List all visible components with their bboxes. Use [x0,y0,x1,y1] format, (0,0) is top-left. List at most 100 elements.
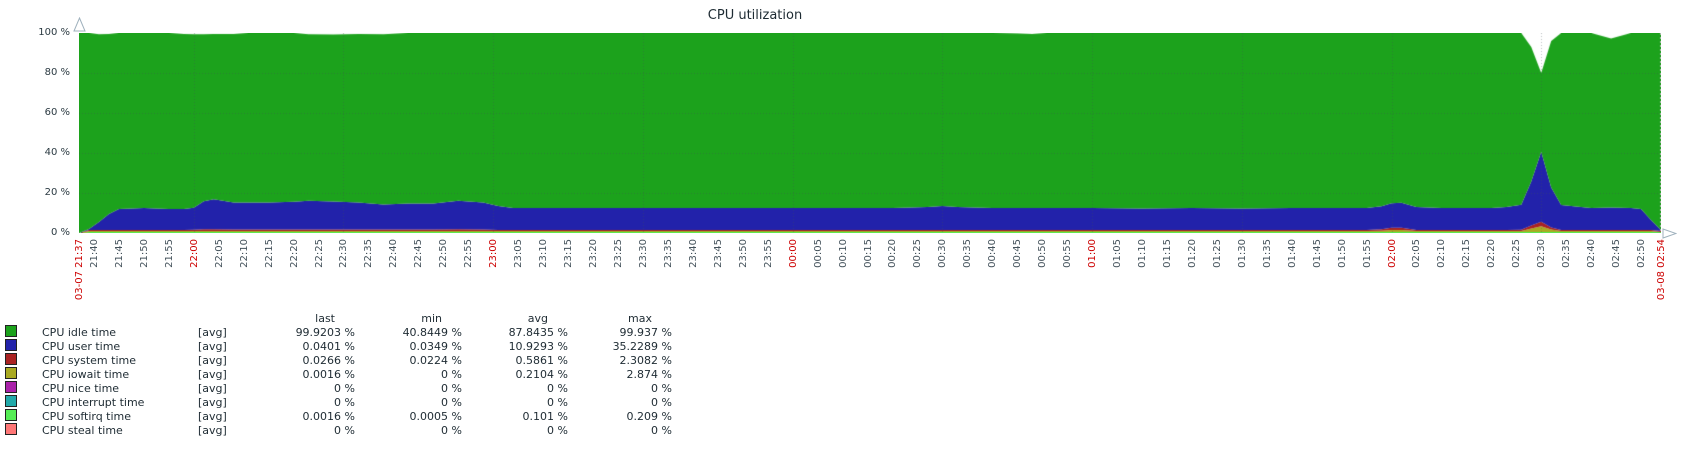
series-max-value: 0 % [651,381,672,395]
series-avg-value: 0.2104 % [515,367,568,381]
y-axis-arrow-icon [73,17,86,32]
series-name: CPU steal time [42,423,123,437]
series-name: CPU idle time [42,325,117,339]
x-tick-label: 22:45 [413,239,425,268]
x-tick-label: 22:50 [438,239,450,268]
x-axis-arrow-icon [1662,228,1677,239]
x-tick-label: 01:25 [1211,239,1223,268]
legend-row: CPU system time [avg] 0.0266 % 0.0224 % 0.58… [5,353,672,367]
legend-header-spacer [42,312,198,325]
x-tick-label: 01:35 [1261,239,1273,268]
series-max-value: 0 % [651,423,672,437]
x-tick-label: 21:40 [88,239,100,268]
x-tick-label-major: 03-07 21:37 [74,239,85,301]
series-min-value: 0 % [441,381,462,395]
x-tick-label: 21:55 [163,239,175,268]
x-tick-label: 02:45 [1611,239,1623,268]
legend-row: CPU nice time [avg] 0 % 0 % 0 % 0 % [5,381,672,395]
x-tick-label: 01:15 [1161,239,1173,268]
x-tick-label: 23:05 [513,239,525,268]
x-tick-label-major: 22:00 [188,239,200,268]
x-tick-label: 01:30 [1236,239,1248,268]
series-avg-value: 0 % [547,423,568,437]
x-tick-label: 02:25 [1511,239,1523,268]
legend-row: CPU idle time [avg] 99.9203 % 40.8449 % 87.8… [5,325,672,339]
series-color-swatch [5,381,17,394]
x-tick-label: 00:20 [887,239,899,268]
series-function: [avg] [198,423,227,437]
x-tick-label: 23:40 [687,239,699,268]
series-last-value: 0.0401 % [302,339,355,353]
y-tick-label: 0 % [50,227,70,238]
x-tick-label: 00:05 [812,239,824,268]
x-tick-label-major: 01:00 [1087,239,1099,268]
x-tick-label: 00:45 [1012,239,1024,268]
series-name: CPU iowait time [42,367,130,381]
legend-table: last min avg max CPU idle time [avg] 99.9203 … [5,312,672,437]
x-tick-label: 21:50 [138,239,150,268]
series-avg-value: 0.5861 % [515,353,568,367]
series-last-value: 0.0016 % [302,367,355,381]
x-tick-label: 21:45 [113,239,125,268]
series-last-value: 0.0016 % [302,409,355,423]
x-tick-label: 01:55 [1361,239,1373,268]
x-tick-label: 02:50 [1636,239,1648,268]
chart-title: CPU utilization [707,8,803,23]
x-tick-label: 02:40 [1586,239,1598,268]
legend-header-last: last [315,312,335,326]
series-name: CPU interrupt time [42,395,145,409]
series-max-value: 2.3082 % [619,353,672,367]
y-tick-label: 40 % [44,147,70,158]
x-tick-label: 23:30 [637,239,649,268]
legend-header-row: last min avg max [5,312,672,325]
series-function: [avg] [198,339,227,353]
series-function: [avg] [198,367,227,381]
series-avg-value: 0 % [547,381,568,395]
series-min-value: 0 % [441,395,462,409]
x-tick-label: 22:55 [463,239,475,268]
x-tick-label: 02:10 [1436,239,1448,268]
x-tick-label: 22:05 [213,239,225,268]
series-function: [avg] [198,381,227,395]
series-max-value: 0.209 % [626,409,672,423]
series-max-value: 35.2289 % [612,339,672,353]
legend-header-spacer [5,312,42,325]
x-tick-label: 01:40 [1286,239,1298,268]
x-tick-label: 00:35 [962,239,974,268]
x-tick-label: 22:40 [388,239,400,268]
series-color-swatch [5,423,17,436]
legend-header-max: max [628,312,652,326]
series-max-value: 2.874 % [626,367,672,381]
x-tick-label: 01:50 [1336,239,1348,268]
series-function: [avg] [198,325,227,339]
y-tick-label: 100 % [38,27,70,38]
chart-plot-area[interactable] [79,33,1661,233]
series-color-swatch [5,395,17,408]
series-last-value: 0.0266 % [302,353,355,367]
series-name: CPU nice time [42,381,120,395]
series-color-swatch [5,367,17,380]
series-min-value: 0 % [441,423,462,437]
x-tick-label: 22:20 [288,239,300,268]
series-function: [avg] [198,409,227,423]
x-tick-label: 01:20 [1186,239,1198,268]
series-min-value: 0.0224 % [409,353,462,367]
x-tick-label: 00:30 [937,239,949,268]
legend-row: CPU user time [avg] 0.0401 % 0.0349 % 10.929… [5,339,672,353]
x-tick-label: 23:50 [737,239,749,268]
x-tick-label: 23:20 [588,239,600,268]
x-tick-label: 00:15 [862,239,874,268]
series-min-value: 40.8449 % [402,325,462,339]
x-tick-label: 02:05 [1411,239,1423,268]
x-tick-label: 23:15 [563,239,575,268]
x-tick-label: 23:55 [762,239,774,268]
x-tick-label: 02:35 [1561,239,1573,268]
y-tick-label: 80 % [44,67,70,78]
series-last-value: 0 % [334,395,355,409]
series-name: CPU softirq time [42,409,132,423]
x-tick-label: 00:50 [1037,239,1049,268]
series-last-value: 0 % [334,423,355,437]
x-tick-label-major: 02:00 [1386,239,1398,268]
x-tick-label: 02:20 [1486,239,1498,268]
